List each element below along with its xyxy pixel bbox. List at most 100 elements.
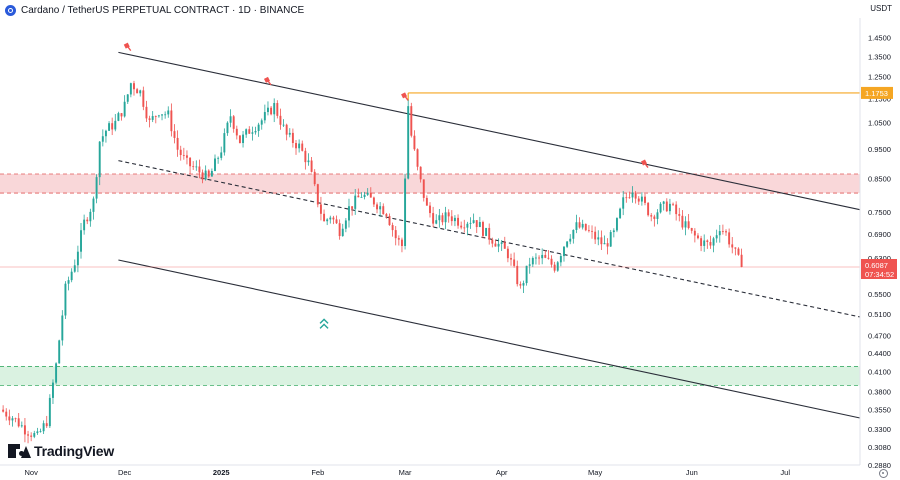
x-tick-label: 2025 [213,468,230,477]
candle-body [538,257,541,259]
candle-body [285,124,288,135]
candle-body [133,83,135,90]
candle-body [407,106,410,179]
candle-body [584,223,587,231]
candle-body [8,416,11,421]
candle-body [45,423,48,427]
candle-body [609,232,612,247]
candle-body [270,107,273,115]
candle-body [625,197,628,199]
candle-body [441,215,444,223]
candle-body [631,192,634,198]
candle-body [282,124,285,126]
candle-body [217,157,220,159]
candle-body [460,225,463,228]
time-axis: Nov Dec 2025 Feb Mar Apr May Jun Jul [24,468,790,477]
candle-body [304,150,307,163]
candle-body [488,227,491,240]
x-tick-label: May [588,468,602,477]
price-axis: 1.4500 1.3500 1.2500 1.1500 1.0500 0.9500 0.85… [868,33,891,470]
candle-body [104,130,107,137]
candle-body [675,204,678,215]
candle-body [33,433,36,437]
sell-signal-icon-stem [267,80,272,86]
candle-body [248,129,251,134]
candle-body [376,204,378,210]
y-tick-label: 0.3550 [868,406,891,415]
candle-body [291,132,294,144]
candle-body [48,397,51,427]
candle-body [469,222,472,224]
y-tick-label: 0.9500 [868,145,891,154]
candle-body [544,254,547,258]
candle-body [245,129,248,135]
candle-body [341,228,344,237]
candle-body [30,435,33,437]
candle-body [39,431,42,433]
symbol-title[interactable]: Cardano / TetherUS PERPETUAL CONTRACT · … [21,4,305,16]
candle-body [653,216,656,219]
candle-body [161,114,163,116]
candle-body [170,110,173,132]
horizontal-level-tag [861,86,893,99]
candle-body [466,223,469,228]
candle-body [556,262,559,271]
currency-label[interactable]: USDT [870,4,892,13]
candle-body [500,242,503,244]
candle-body [288,132,291,135]
candle-body [668,203,671,212]
candle-body [238,135,241,144]
candle-body [700,238,703,246]
candle-body [27,434,30,436]
candle-body [357,195,360,198]
candle-body [86,219,89,222]
candle-body [416,149,419,167]
candle-body [572,229,575,239]
candle-body [344,220,347,229]
candle-body [95,177,98,199]
candle-body [566,241,569,247]
candle-body [23,425,26,435]
candle-body [438,215,441,221]
candle-body [506,248,509,259]
candle-body [204,170,207,180]
candle-body [482,222,484,236]
candle-body [310,160,313,172]
chart-header: Cardano / TetherUS PERPETUAL CONTRACT · … [0,0,860,20]
candle-body [123,101,126,117]
candle-body [80,230,82,252]
candle-body [73,265,76,272]
tradingview-logo-icon [8,444,31,458]
candle-body [693,230,696,236]
candle-body [207,170,210,177]
candle-body [681,215,684,228]
candle-body [173,131,176,138]
candle-body [223,133,226,153]
candle-body [83,219,86,231]
candle-body [332,217,335,220]
candle-body [98,141,101,178]
candle-body [226,122,229,134]
candle-body [257,124,260,131]
candle-body [581,223,584,228]
candle-body [151,116,154,120]
horizontal-level-tag-label: 1.1753 [865,89,888,98]
candle-body [52,382,54,398]
cardano-icon [5,4,16,16]
candle-body [89,211,92,222]
channel-upper-line [118,51,861,211]
candle-body [55,363,58,383]
y-tick-label: 0.8500 [868,175,891,184]
candle-body [295,143,297,149]
y-tick-label: 1.0500 [868,119,891,128]
candle-body [463,227,466,229]
x-tick-label: Nov [24,468,38,477]
candle-body [114,120,117,130]
gear-icon[interactable] [879,469,888,478]
candle-body [475,220,478,228]
y-tick-label: 0.4700 [868,331,891,340]
candle-body [519,284,522,286]
candle-body [728,232,731,245]
y-tick-label: 0.4100 [868,368,891,377]
